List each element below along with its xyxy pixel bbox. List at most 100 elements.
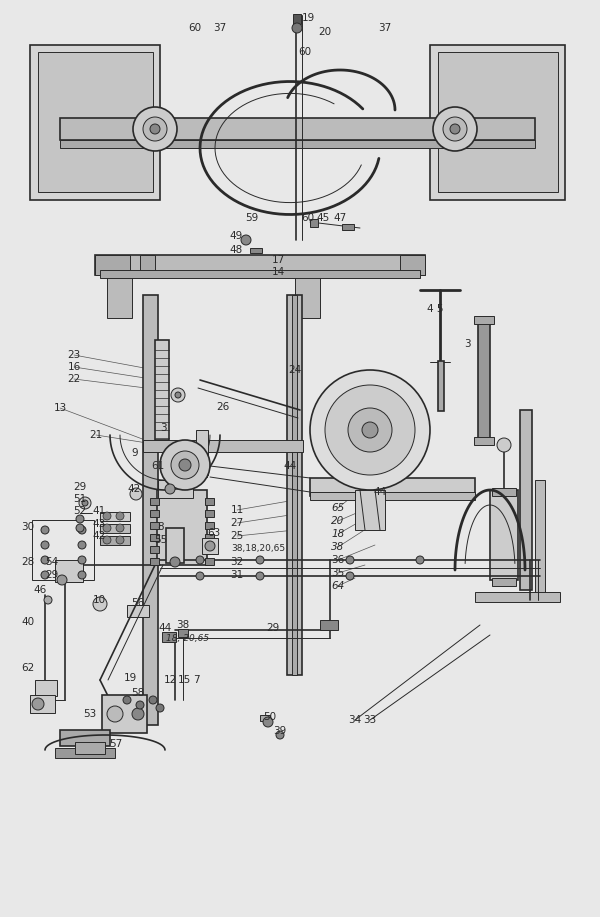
Circle shape bbox=[143, 117, 167, 141]
Text: 60: 60 bbox=[188, 23, 202, 33]
Bar bbox=[166, 528, 184, 563]
Circle shape bbox=[196, 556, 204, 564]
Bar bbox=[492, 488, 516, 496]
Text: 38: 38 bbox=[331, 542, 344, 552]
Bar bbox=[150, 534, 159, 541]
Bar bbox=[107, 273, 132, 318]
Circle shape bbox=[256, 556, 264, 564]
Bar bbox=[310, 478, 475, 496]
Text: 20: 20 bbox=[331, 516, 344, 526]
Text: 20: 20 bbox=[319, 27, 332, 37]
Text: 41: 41 bbox=[92, 506, 106, 516]
Circle shape bbox=[82, 500, 88, 506]
Text: 39: 39 bbox=[274, 726, 287, 736]
Circle shape bbox=[170, 557, 180, 567]
Text: 19: 19 bbox=[301, 13, 314, 23]
Text: 27: 27 bbox=[230, 518, 244, 528]
Text: 22: 22 bbox=[67, 374, 80, 384]
Circle shape bbox=[136, 701, 144, 709]
Circle shape bbox=[179, 459, 191, 471]
Bar bbox=[474, 316, 494, 324]
Circle shape bbox=[123, 696, 131, 704]
Circle shape bbox=[78, 571, 86, 579]
Circle shape bbox=[241, 235, 251, 245]
Text: 48: 48 bbox=[229, 245, 242, 255]
Circle shape bbox=[149, 696, 157, 704]
Bar bbox=[55, 560, 83, 582]
Bar bbox=[196, 430, 208, 475]
Bar bbox=[150, 498, 159, 505]
Bar bbox=[260, 715, 270, 721]
Text: 29: 29 bbox=[46, 570, 59, 580]
Text: 9: 9 bbox=[131, 448, 139, 458]
Bar bbox=[162, 632, 176, 642]
Bar bbox=[293, 14, 301, 24]
Circle shape bbox=[348, 408, 392, 452]
Bar bbox=[102, 695, 147, 733]
Text: 52: 52 bbox=[73, 506, 86, 516]
Bar bbox=[38, 52, 153, 192]
Text: 49: 49 bbox=[229, 231, 242, 241]
Circle shape bbox=[130, 488, 142, 500]
Bar bbox=[127, 605, 149, 617]
Bar bbox=[492, 578, 516, 586]
Bar bbox=[163, 452, 207, 477]
Text: 34: 34 bbox=[349, 715, 362, 725]
Circle shape bbox=[433, 107, 477, 151]
Circle shape bbox=[44, 596, 52, 604]
Text: 42: 42 bbox=[92, 531, 106, 541]
Bar bbox=[100, 512, 130, 521]
Bar bbox=[30, 45, 160, 200]
Text: 32: 32 bbox=[230, 557, 244, 567]
Text: 35: 35 bbox=[331, 568, 344, 578]
Bar bbox=[320, 620, 338, 630]
Bar bbox=[157, 490, 207, 565]
Bar bbox=[143, 295, 158, 725]
Circle shape bbox=[132, 708, 144, 720]
Bar bbox=[520, 410, 532, 590]
Bar bbox=[438, 361, 444, 411]
Text: 61: 61 bbox=[151, 461, 164, 471]
Bar bbox=[158, 480, 193, 498]
Text: 8: 8 bbox=[158, 522, 164, 532]
Circle shape bbox=[346, 556, 354, 564]
Circle shape bbox=[362, 422, 378, 438]
Bar bbox=[95, 255, 425, 275]
Text: 56: 56 bbox=[131, 598, 145, 608]
Text: 30: 30 bbox=[22, 522, 35, 532]
Bar bbox=[205, 522, 214, 529]
Circle shape bbox=[310, 370, 430, 490]
Circle shape bbox=[205, 541, 215, 551]
Text: 18, 20,65: 18, 20,65 bbox=[166, 634, 209, 643]
Circle shape bbox=[116, 512, 124, 520]
Bar bbox=[140, 255, 155, 275]
Circle shape bbox=[93, 597, 107, 611]
Text: 57: 57 bbox=[109, 739, 122, 749]
Circle shape bbox=[41, 556, 49, 564]
Bar bbox=[400, 255, 425, 275]
Text: 43: 43 bbox=[92, 519, 106, 529]
Text: 55: 55 bbox=[154, 535, 167, 545]
Circle shape bbox=[171, 451, 199, 479]
Circle shape bbox=[150, 124, 160, 134]
Text: 16: 16 bbox=[67, 362, 80, 372]
Circle shape bbox=[107, 706, 123, 722]
Text: 36: 36 bbox=[331, 555, 344, 565]
Bar bbox=[150, 558, 159, 565]
Bar bbox=[202, 538, 218, 554]
Circle shape bbox=[276, 731, 284, 739]
Circle shape bbox=[160, 440, 210, 490]
Bar bbox=[75, 742, 105, 754]
Text: 21: 21 bbox=[89, 430, 103, 440]
Text: 10: 10 bbox=[92, 595, 106, 605]
Text: 29: 29 bbox=[266, 623, 280, 633]
Bar bbox=[438, 52, 558, 192]
Circle shape bbox=[416, 556, 424, 564]
Circle shape bbox=[78, 541, 86, 549]
Bar bbox=[310, 219, 318, 227]
Circle shape bbox=[443, 117, 467, 141]
Circle shape bbox=[103, 512, 111, 520]
Text: 28: 28 bbox=[22, 557, 35, 567]
Circle shape bbox=[41, 571, 49, 579]
Text: 50: 50 bbox=[263, 712, 277, 722]
